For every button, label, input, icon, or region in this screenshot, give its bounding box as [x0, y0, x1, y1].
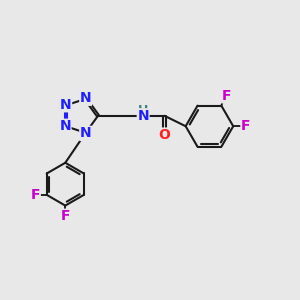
Text: O: O — [159, 128, 170, 142]
Text: F: F — [61, 209, 70, 223]
Text: N: N — [60, 98, 71, 112]
Text: N: N — [59, 119, 71, 133]
Text: H: H — [138, 104, 148, 117]
Text: N: N — [80, 91, 92, 105]
Text: F: F — [31, 188, 40, 202]
Text: N: N — [80, 126, 92, 140]
Text: F: F — [241, 119, 250, 133]
Text: N: N — [137, 109, 149, 123]
Text: F: F — [222, 89, 231, 103]
